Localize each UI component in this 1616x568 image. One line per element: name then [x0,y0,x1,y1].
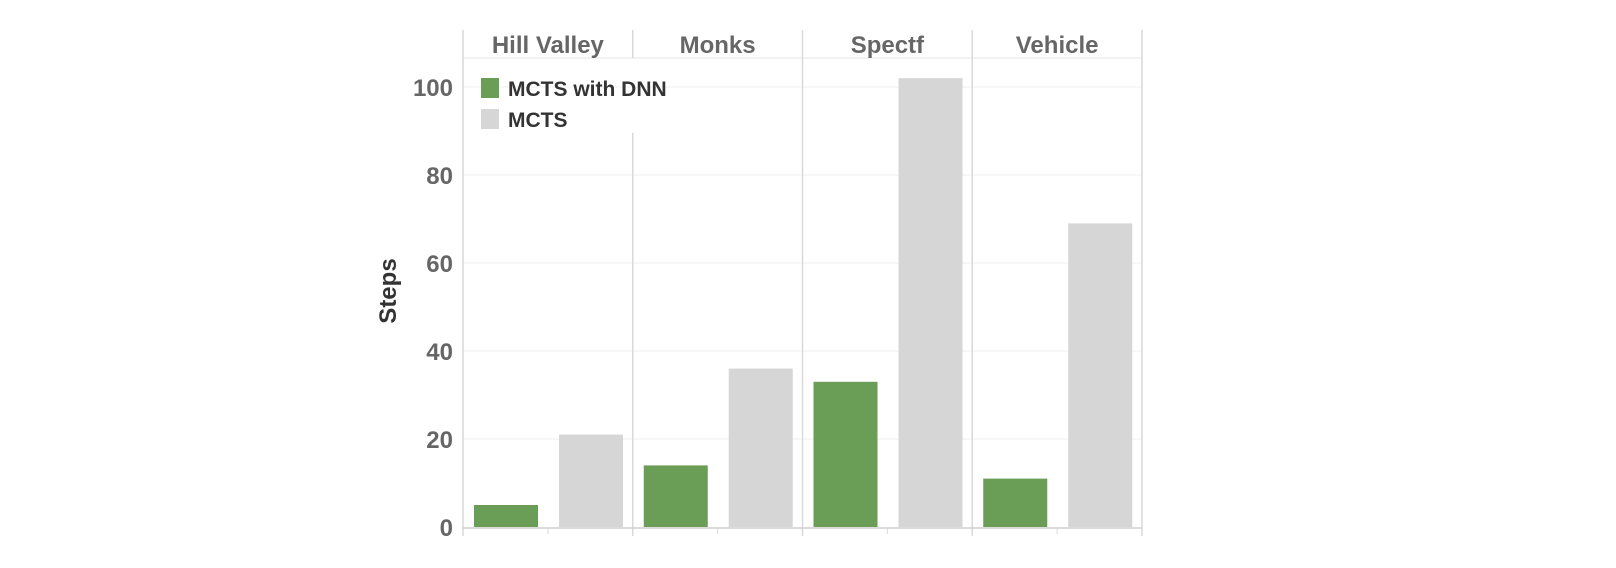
legend-swatch-mcts-with-dnn [481,78,499,98]
panel-headers: Hill Valley Monks Spectf Vehicle [492,32,1099,59]
bars [474,78,1133,527]
chart-frame [462,30,1143,536]
y-tick-label: 0 [440,515,453,542]
panel-label-monks: Monks [680,32,756,59]
bar-vehicle-mcts-with-dnn [983,478,1048,527]
bar-spectf-mcts-with-dnn [813,381,878,527]
bar-vehicle-mcts [1068,223,1133,527]
y-tick-label: 20 [426,427,453,454]
bar-monks-mcts [728,368,793,527]
bar-hill-valley-mcts [559,434,623,527]
y-tick-label: 80 [426,163,453,190]
y-tick-label: 100 [413,75,453,102]
panel-label-spectf: Spectf [851,32,925,59]
panel-label-vehicle: Vehicle [1016,32,1099,59]
y-axis-label: Steps [375,258,402,323]
legend-swatch-mcts [481,109,499,129]
y-tick-label: 40 [426,339,453,366]
bar-monks-mcts-with-dnn [643,465,708,527]
panel-label-hill-valley: Hill Valley [492,32,605,59]
y-tick-label: 60 [426,251,453,278]
legend-label-mcts: MCTS [508,109,568,132]
bar-hill-valley-mcts-with-dnn [474,505,538,527]
y-axis-ticks: 0 20 40 60 80 100 [413,75,453,542]
bar-spectf-mcts [898,78,963,527]
legend-label-mcts-with-dnn: MCTS with DNN [508,78,667,101]
legend: MCTS with DNN MCTS [481,78,667,132]
